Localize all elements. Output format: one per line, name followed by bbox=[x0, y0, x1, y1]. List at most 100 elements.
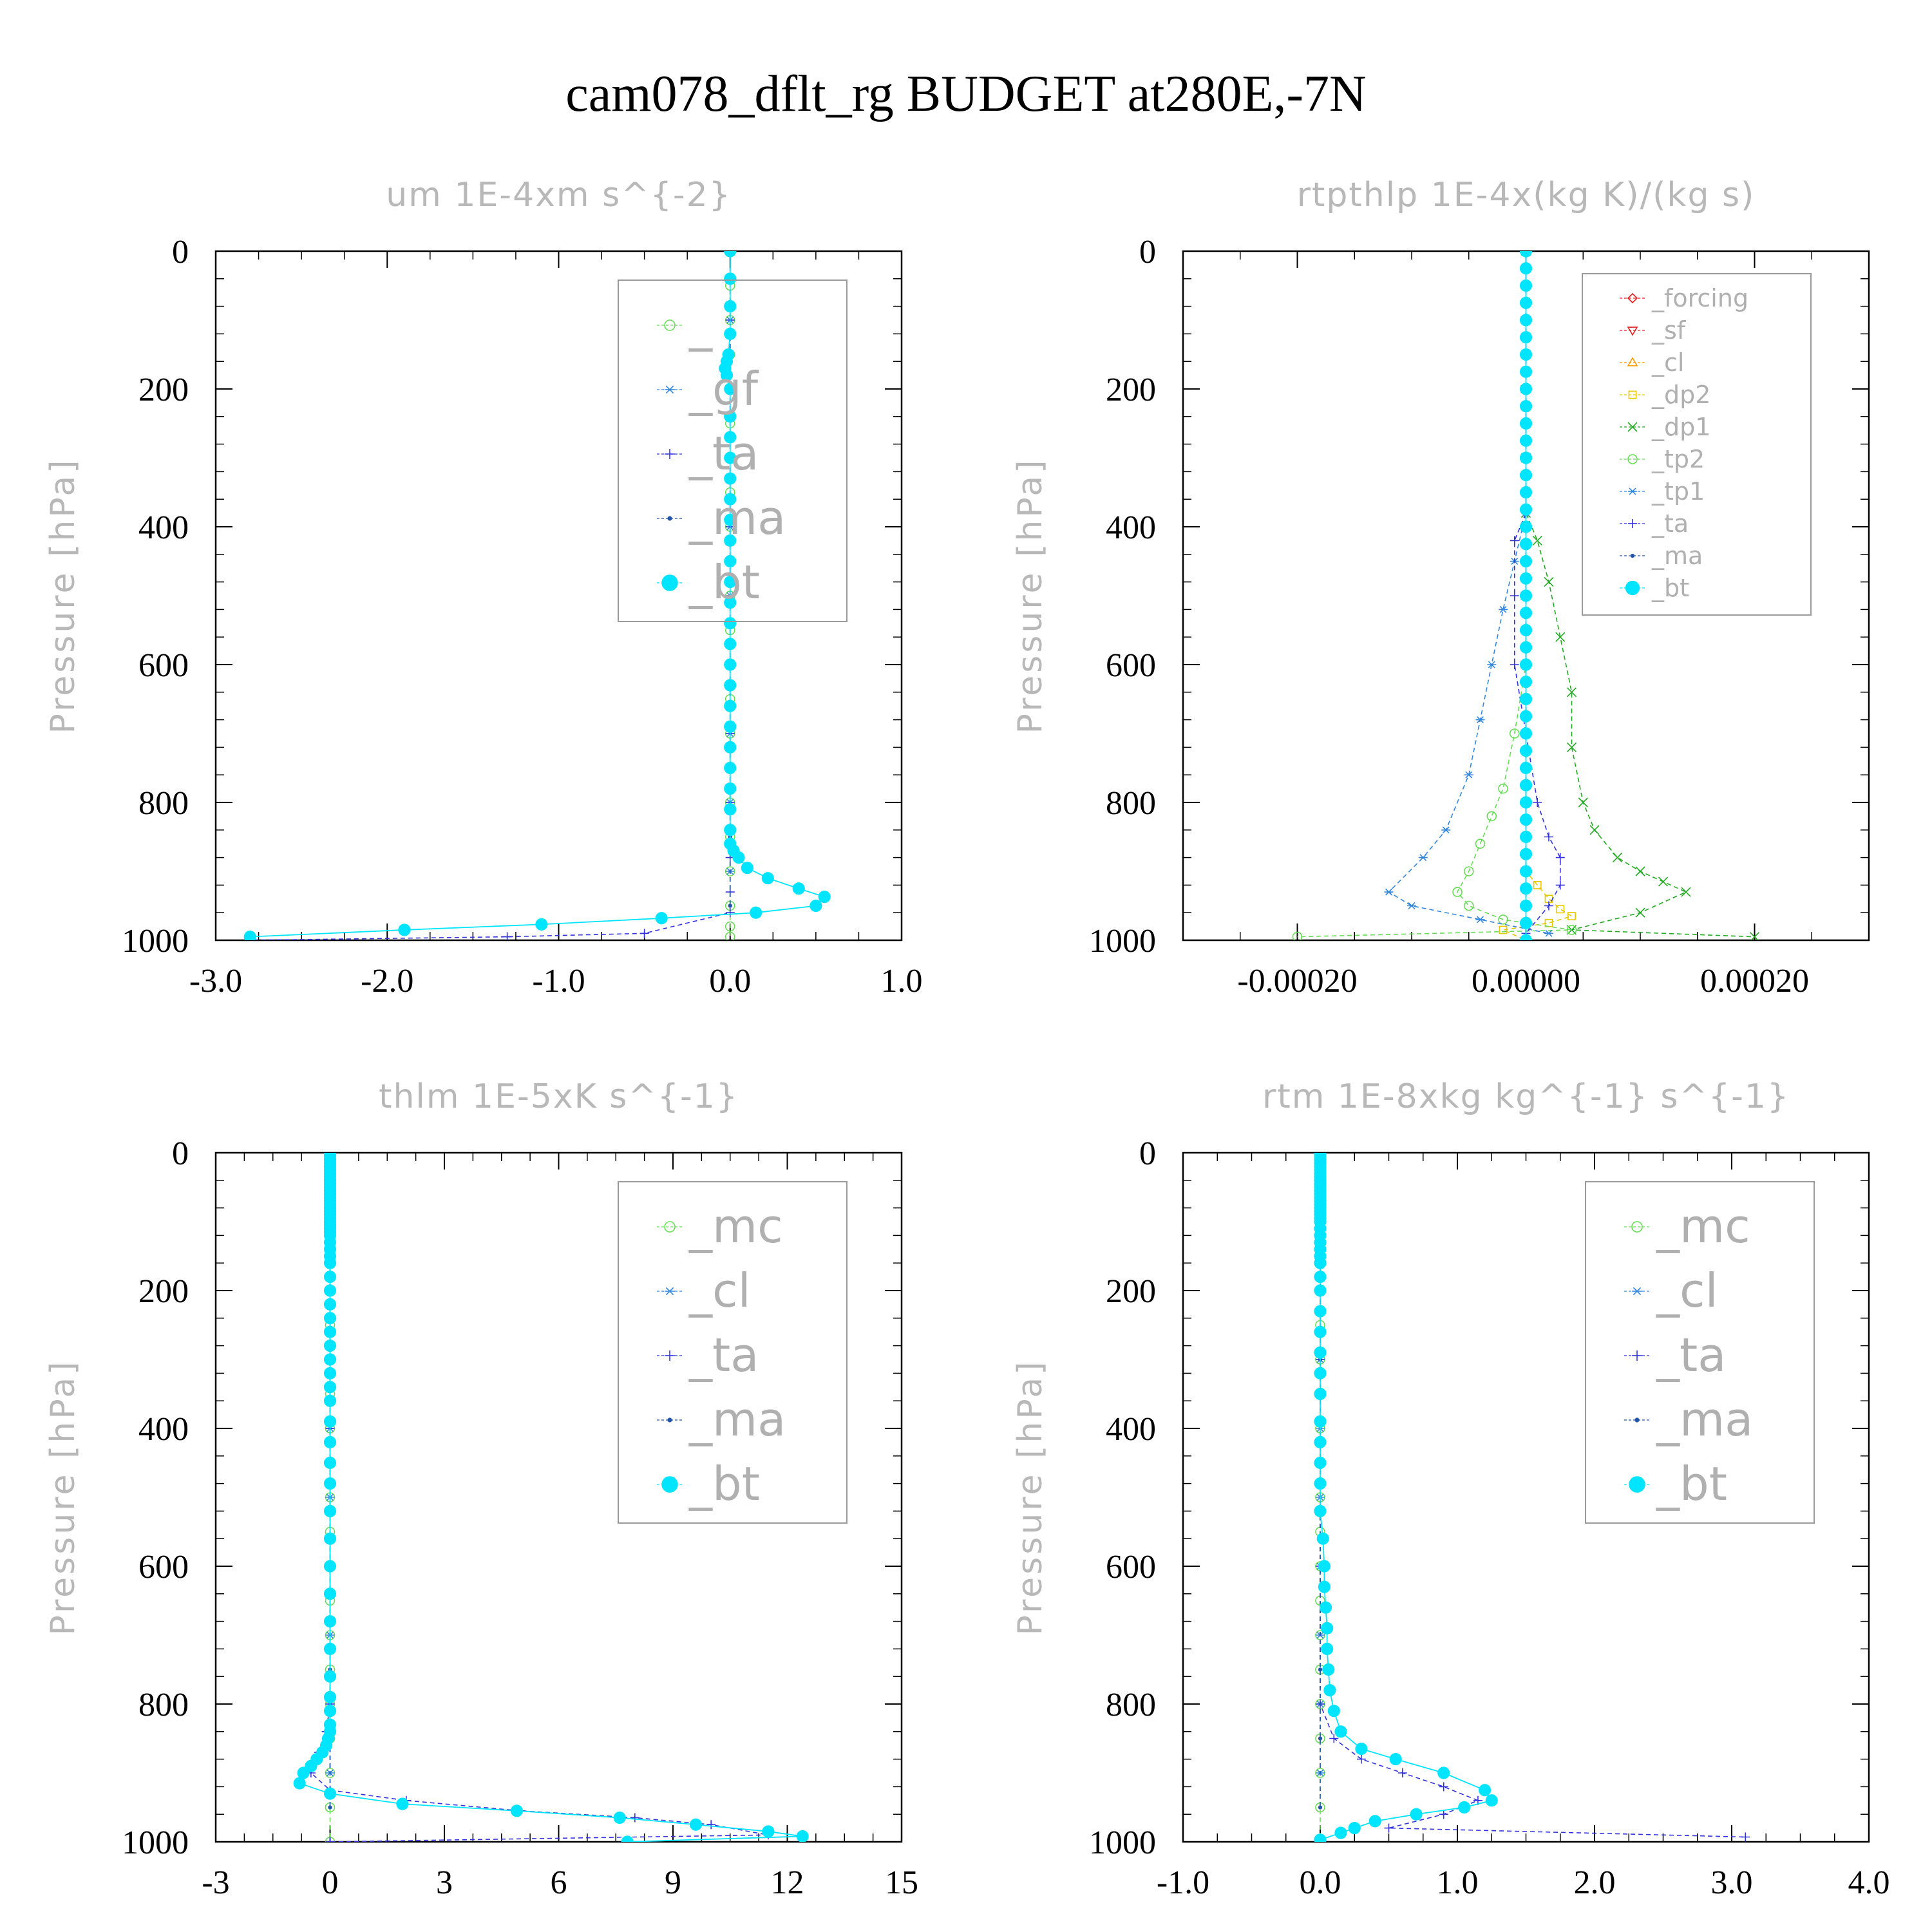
data-point bbox=[724, 300, 737, 313]
legend-marker bbox=[661, 574, 678, 591]
y-axis-label: Pressure [hPa] bbox=[44, 458, 82, 734]
legend-marker bbox=[1627, 454, 1638, 464]
data-point bbox=[1318, 1580, 1331, 1593]
y-tick-label: 400 bbox=[138, 1411, 189, 1448]
data-point bbox=[1348, 1822, 1361, 1835]
y-tick-label: 200 bbox=[138, 1273, 189, 1310]
data-point bbox=[1519, 554, 1533, 568]
data-point bbox=[1485, 1794, 1498, 1807]
data-point bbox=[1510, 536, 1519, 545]
data-point bbox=[1316, 1532, 1329, 1545]
data-point bbox=[724, 931, 735, 940]
data-point bbox=[724, 472, 737, 485]
data-point bbox=[1519, 641, 1533, 654]
legend-label: _cl bbox=[688, 1264, 751, 1318]
data-point bbox=[1509, 728, 1520, 739]
panel-4: rtm 1E-8xkg kg^{-1} s^{-1} Pressure [hPa]… bbox=[1011, 1077, 1890, 1901]
data-point bbox=[1566, 687, 1577, 697]
x-tick-label: 15 bbox=[885, 1864, 918, 1901]
data-point bbox=[1499, 925, 1508, 934]
data-point bbox=[1519, 469, 1533, 482]
data-point bbox=[293, 1777, 306, 1790]
data-point bbox=[1397, 1768, 1407, 1777]
data-point bbox=[724, 761, 737, 775]
data-point bbox=[724, 554, 737, 568]
legend-frame bbox=[618, 1181, 848, 1524]
data-point bbox=[1418, 854, 1428, 862]
panel-2: rtpthlp 1E-4x(kg K)/(kg s) Pressure [hPa]… bbox=[1011, 176, 1870, 999]
series-tp2 bbox=[1292, 251, 1577, 940]
y-axis-label: Pressure [hPa] bbox=[44, 1359, 82, 1636]
data-point bbox=[1544, 901, 1553, 911]
data-point bbox=[741, 862, 753, 875]
data-point bbox=[1741, 1832, 1750, 1842]
data-point bbox=[1439, 1810, 1448, 1819]
data-point bbox=[1321, 1622, 1334, 1634]
x-tick-label: 9 bbox=[665, 1864, 681, 1901]
data-point bbox=[1318, 1560, 1331, 1573]
legend-marker bbox=[1629, 1476, 1645, 1493]
data-point bbox=[1533, 881, 1542, 889]
data-point bbox=[1314, 1325, 1327, 1338]
data-point bbox=[796, 1830, 809, 1842]
y-tick-label: 800 bbox=[138, 1687, 189, 1723]
data-point bbox=[398, 923, 411, 936]
y-tick-label: 600 bbox=[138, 647, 189, 684]
x-tick-label: 3 bbox=[436, 1864, 453, 1901]
data-point bbox=[1519, 251, 1533, 258]
data-point bbox=[510, 1804, 524, 1817]
x-tick-label: -2.0 bbox=[361, 963, 413, 999]
data-point bbox=[1458, 1801, 1471, 1814]
data-point bbox=[689, 1818, 703, 1831]
x-tick-label: 1.0 bbox=[1437, 1864, 1479, 1901]
data-point bbox=[1519, 744, 1533, 757]
x-tick-label: -1.0 bbox=[532, 963, 585, 999]
y-tick-label: 600 bbox=[1106, 1549, 1156, 1586]
data-point bbox=[1314, 1477, 1327, 1490]
data-point bbox=[724, 803, 737, 816]
data-point bbox=[1556, 905, 1565, 914]
legend-label: _cl bbox=[1656, 1264, 1718, 1318]
data-point bbox=[323, 1298, 337, 1311]
data-point bbox=[1319, 1601, 1332, 1614]
y-tick-label: 0 bbox=[1139, 234, 1156, 270]
legend-frame bbox=[1582, 273, 1812, 616]
data-point bbox=[1555, 880, 1565, 890]
data-point bbox=[1321, 1642, 1334, 1655]
data-point bbox=[725, 908, 735, 918]
data-point bbox=[724, 431, 737, 444]
y-tick-label: 800 bbox=[138, 785, 189, 822]
data-point bbox=[1334, 1725, 1347, 1738]
data-point bbox=[1314, 1435, 1327, 1448]
data-point bbox=[1327, 1705, 1340, 1718]
data-point bbox=[1314, 1284, 1327, 1297]
data-point bbox=[630, 1813, 639, 1823]
data-point bbox=[1439, 1782, 1448, 1792]
y-tick-label: 0 bbox=[172, 234, 189, 270]
y-tick-label: 400 bbox=[1106, 1411, 1156, 1448]
series-line bbox=[1320, 1153, 1493, 1841]
data-point bbox=[724, 782, 737, 795]
data-point bbox=[724, 596, 737, 609]
plot-area bbox=[1292, 251, 1760, 940]
data-point bbox=[1635, 907, 1645, 918]
data-point bbox=[535, 918, 548, 931]
data-point bbox=[1555, 632, 1566, 642]
data-point bbox=[1519, 503, 1533, 516]
legend-marker bbox=[661, 1476, 678, 1493]
data-point bbox=[323, 1415, 337, 1428]
plot-area bbox=[293, 1153, 809, 1842]
y-tick-label: 0 bbox=[172, 1135, 189, 1172]
data-point bbox=[1318, 1736, 1323, 1741]
data-point bbox=[1578, 797, 1588, 808]
data-point bbox=[323, 1284, 337, 1297]
series-bt bbox=[1519, 251, 1533, 940]
plot-frame bbox=[214, 1151, 903, 1843]
data-point bbox=[1441, 826, 1451, 834]
data-point bbox=[323, 1435, 337, 1448]
legend-label: _mc bbox=[1656, 1199, 1750, 1253]
data-point bbox=[762, 1825, 775, 1838]
data-point bbox=[1519, 676, 1533, 688]
series-line bbox=[1525, 251, 1755, 938]
data-point bbox=[1452, 887, 1463, 897]
